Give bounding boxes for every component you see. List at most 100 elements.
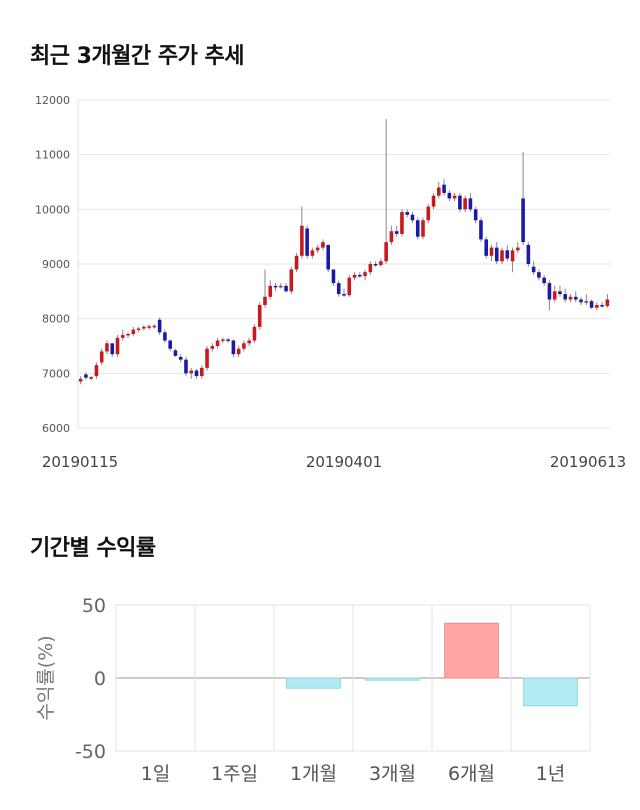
candle-body [363, 272, 367, 277]
returns-bar [286, 677, 341, 689]
candle-body [136, 328, 141, 331]
candle-body [236, 348, 241, 355]
candle-body [521, 198, 525, 243]
candle-body [426, 206, 431, 221]
candle-body [584, 301, 589, 303]
candle-body [284, 285, 288, 292]
candle-body [147, 326, 151, 328]
candle-body [573, 296, 578, 300]
candle-body [342, 294, 346, 296]
candle-body [194, 370, 199, 377]
candle-body [358, 274, 362, 277]
candle-body [300, 225, 304, 256]
candle-body [89, 377, 93, 379]
returns-bar [523, 677, 578, 707]
candle-body [510, 250, 515, 262]
candle-body [242, 343, 246, 349]
returns-x-tick-label: 1일 [141, 763, 171, 785]
candle-body [305, 228, 309, 256]
candle-body [542, 277, 546, 284]
candle-body [389, 231, 394, 243]
price-y-tick-label: 11000 [35, 149, 70, 162]
candle-body [321, 242, 325, 248]
candle-body [226, 339, 230, 341]
candle-body [157, 319, 162, 333]
candle-body [310, 250, 315, 256]
candle-body [142, 326, 146, 329]
price-y-tick-label: 12000 [35, 94, 70, 107]
candle-body [468, 198, 473, 210]
candle-body [115, 337, 120, 355]
candle-body [484, 239, 489, 256]
candle-body [189, 370, 194, 374]
candle-body [452, 195, 457, 199]
price-y-tick-label: 10000 [35, 203, 70, 216]
candle-body [315, 247, 320, 251]
candle-body [84, 374, 88, 378]
candle-body [289, 269, 294, 292]
candle-body [120, 335, 125, 338]
price-x-tick-label: 20190613 [550, 453, 626, 471]
price-x-tick-label: 20190115 [42, 453, 118, 471]
candle-body [152, 325, 157, 328]
candle-body [347, 277, 352, 296]
candle-body [415, 220, 420, 237]
returns-x-tick-label: 6개월 [448, 763, 495, 785]
candle-body [600, 305, 604, 307]
candle-body [595, 305, 599, 308]
candle-body [163, 332, 167, 341]
price-y-tick-label: 8000 [42, 313, 70, 326]
candle-body [473, 209, 478, 221]
candle-body [405, 212, 409, 215]
candle-body [568, 296, 573, 300]
returns-y-axis-label: 수익률(%) [35, 635, 57, 720]
price-x-tick-label: 20190401 [306, 453, 382, 471]
candle-body [110, 343, 115, 355]
price-candlestick-chart: 12000 11000 10000 9000 8000 7000 6000 20190115 2… [35, 94, 626, 471]
candle-body [231, 340, 236, 355]
candle-body [268, 285, 273, 297]
candle-body [516, 247, 520, 251]
candle-body [94, 365, 99, 377]
candle-body [247, 340, 251, 344]
candle-body [500, 250, 504, 262]
returns-x-tick-label: 3개월 [369, 763, 416, 785]
candle-body [221, 339, 225, 341]
candle-body [257, 305, 262, 327]
candle-body [552, 291, 557, 300]
candle-body [579, 299, 583, 303]
returns-y-tick-label: -50 [75, 741, 106, 763]
candle-body [489, 247, 494, 256]
candle-body [531, 266, 536, 273]
candle-body [589, 301, 594, 308]
candle-body [173, 350, 178, 356]
candle-body [263, 296, 267, 305]
candle-body [494, 247, 499, 262]
price-y-tick-label: 7000 [42, 367, 70, 380]
candle-body [563, 294, 568, 300]
price-chart-title: 최근 3개월간 주가 추세 [30, 44, 244, 69]
price-y-tick-label: 6000 [42, 422, 70, 435]
candle-body [331, 269, 336, 284]
candle-body [205, 348, 209, 368]
candle-body [463, 198, 467, 210]
candle-body [326, 244, 330, 270]
candle-body [431, 195, 436, 207]
candle-body [215, 340, 220, 346]
candle-body [605, 299, 610, 307]
candle-body [394, 231, 399, 234]
candle-body [373, 264, 378, 266]
candle-body [547, 283, 552, 300]
candle-body [294, 255, 299, 270]
returns-bar [365, 677, 420, 681]
candle-body [458, 195, 462, 210]
candle-body [421, 220, 425, 237]
price-y-tick-label: 9000 [42, 258, 70, 271]
candle-body [379, 261, 383, 266]
returns-y-tick-label: 0 [94, 668, 106, 690]
candle-body [479, 220, 483, 240]
candle-body [447, 192, 452, 199]
candle-body [273, 285, 278, 288]
candle-body [199, 367, 204, 377]
